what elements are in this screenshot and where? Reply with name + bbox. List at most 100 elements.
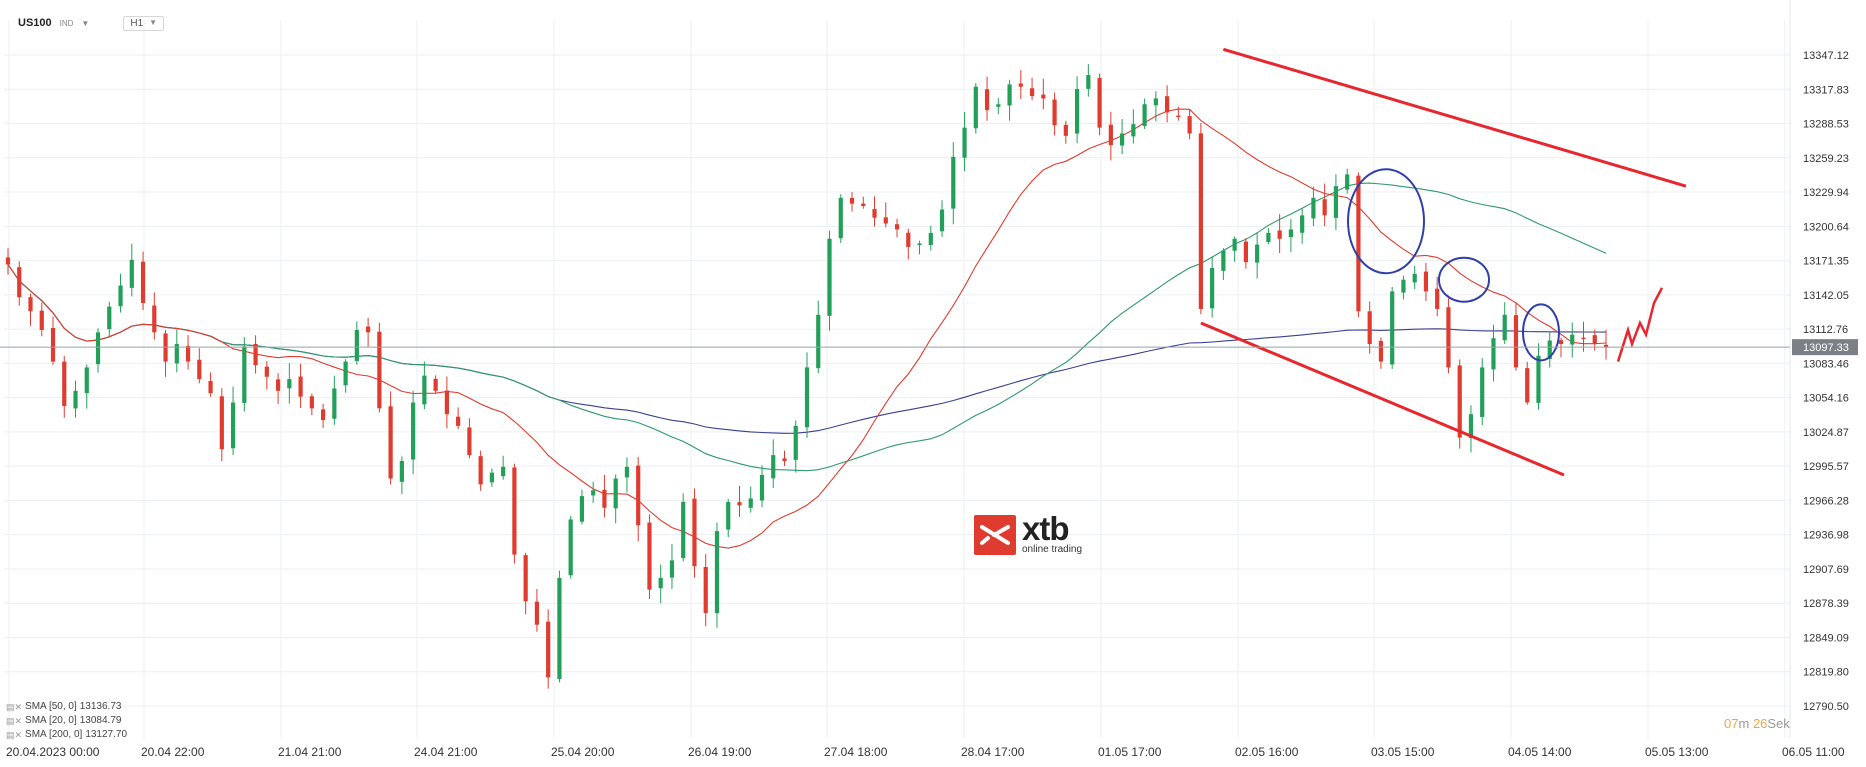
candle-body [1131, 124, 1136, 137]
rejection-circle [1347, 168, 1425, 275]
candle-body [1581, 337, 1586, 340]
candle-body [726, 501, 731, 530]
candle-body [399, 460, 404, 482]
sma-20-line [7, 108, 1607, 549]
sma-50-line [7, 182, 1607, 472]
time-tick-label: 27.04 18:00 [824, 745, 888, 759]
candle-body [894, 224, 900, 230]
candle-body [917, 243, 922, 245]
candle-body [602, 489, 607, 508]
candle-body [849, 197, 855, 204]
legend-value: 13127.70 [85, 729, 128, 740]
time-tick-label: 20.04 22:00 [141, 745, 205, 759]
candle-body [1513, 315, 1519, 368]
price-tick-label: 12819.80 [1803, 667, 1849, 679]
candle-body [1570, 334, 1575, 345]
candle-body [816, 314, 821, 369]
candle-body [1592, 335, 1597, 345]
candle-body [759, 475, 765, 501]
candle-body [73, 390, 78, 409]
candle-body [737, 502, 742, 506]
candle-body [219, 396, 224, 450]
time-tick-label: 24.04 21:00 [414, 745, 478, 759]
candle-body [861, 203, 866, 207]
time-tick-label: 25.04 20:00 [551, 745, 615, 759]
candle-body [489, 472, 495, 483]
candle-body [230, 402, 236, 449]
candle-body [1491, 338, 1496, 370]
candle-body [1074, 89, 1080, 134]
price-tick-label: 13317.83 [1803, 84, 1849, 96]
candle-body [636, 465, 641, 526]
symbol-label[interactable]: US100 [18, 17, 52, 29]
candle-body [129, 259, 134, 288]
chart-grid [4, 20, 1790, 738]
legend-sma200[interactable]: ▤✕ SMA [200, 0] 13127.70 [6, 728, 127, 742]
candle-body [174, 344, 179, 364]
candle-body [1322, 199, 1327, 216]
price-tick-label: 13200.64 [1803, 221, 1849, 233]
candle-body [478, 456, 483, 485]
channel-lower-line [1200, 321, 1565, 477]
chevron-down-icon[interactable]: ▼ [81, 18, 90, 28]
candle-body [1558, 340, 1564, 345]
time-tick-label: 05.05 13:00 [1645, 745, 1709, 759]
timer-minutes-unit: m [1738, 716, 1750, 731]
candle-body [1176, 115, 1181, 118]
candle-body [591, 490, 596, 496]
price-tick-label: 13142.05 [1803, 290, 1849, 302]
candle-body [1165, 96, 1170, 113]
price-tick-label: 13347.12 [1803, 50, 1849, 62]
candle-body [962, 127, 967, 158]
price-tick-label: 13083.46 [1803, 358, 1849, 370]
candle-body [1221, 250, 1226, 271]
candle-body [883, 217, 888, 224]
candle-body [332, 388, 337, 419]
candle-body [287, 379, 292, 389]
candle-body [501, 466, 506, 477]
price-tick-label: 13112.76 [1803, 324, 1848, 336]
legend-sma20[interactable]: ▤✕ SMA [20, 0] 13084.79 [6, 714, 127, 728]
candle-body [546, 621, 551, 678]
time-axis[interactable]: 20.04.2023 00:00 20.04 22:00 21.04 21:00 24… [6, 745, 1845, 759]
price-tick-label: 13259.23 [1803, 153, 1849, 165]
candle-body [1018, 83, 1023, 87]
price-tick-label: 12790.50 [1803, 701, 1849, 713]
candle-body [1502, 314, 1507, 341]
candle-body [568, 519, 573, 576]
price-tick-label: 12936.98 [1803, 530, 1849, 542]
candle-body [669, 560, 675, 578]
candle-body [1468, 414, 1474, 439]
candle-body [579, 496, 585, 522]
candle-body [298, 376, 303, 397]
legend-sma50[interactable]: ▤✕ SMA [50, 0] 13136.73 [6, 700, 127, 714]
candle-body [1356, 175, 1361, 312]
candle-body [804, 367, 810, 428]
candle-body [1457, 365, 1462, 438]
candle-body [456, 416, 461, 426]
time-tick-label: 02.05 16:00 [1235, 745, 1299, 759]
time-tick-label: 03.05 15:00 [1371, 745, 1435, 759]
candle-body [1007, 84, 1012, 106]
candle-body [444, 390, 449, 415]
sma-50-path [7, 182, 1607, 472]
candle-body [703, 566, 708, 614]
candle-body [467, 427, 472, 456]
candle-body [242, 346, 247, 403]
timeframe-selector[interactable]: H1 ▼ [123, 15, 165, 31]
candle-body [1041, 94, 1046, 99]
candle-body [1300, 215, 1305, 233]
candle-body [1108, 124, 1113, 146]
rejection-circle [1438, 256, 1490, 303]
price-tick-label: 13024.87 [1803, 427, 1849, 439]
candles [5, 64, 1609, 689]
price-tick-label: 13054.16 [1803, 393, 1849, 405]
price-tick-label: 13229.94 [1803, 187, 1849, 199]
price-tick-label: 12995.57 [1803, 461, 1849, 473]
channel-upper-line [1222, 47, 1687, 188]
price-axis[interactable]: 13347.12 13317.83 13288.53 13259.23 13229.94… [1789, 0, 1849, 738]
candle-body [557, 577, 562, 679]
candle-body [1333, 186, 1339, 218]
candle-body [422, 375, 427, 405]
